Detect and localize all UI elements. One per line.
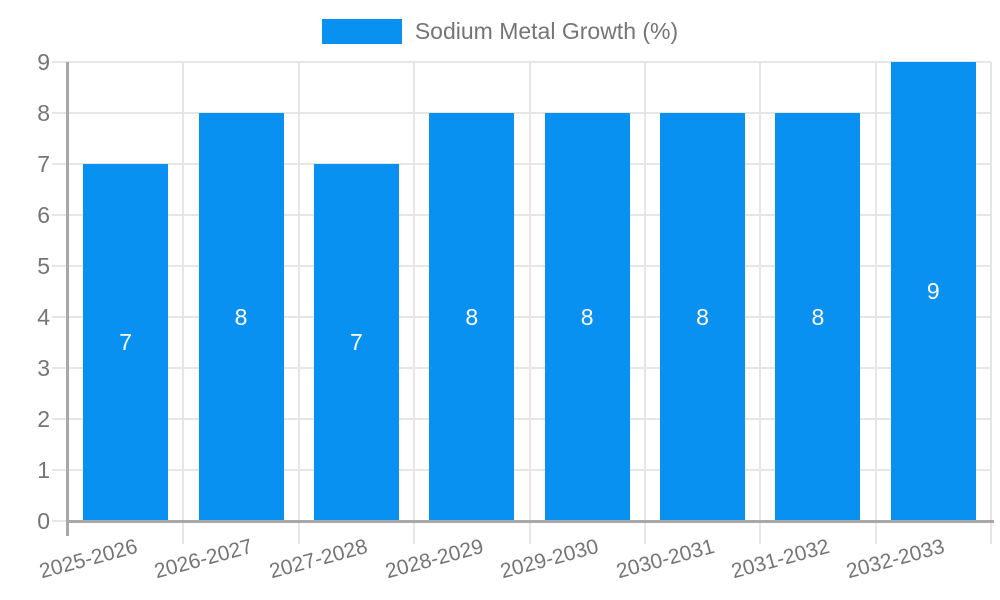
chart-legend[interactable]: Sodium Metal Growth (%) [0,18,1000,45]
y-axis-tick [52,316,68,318]
bar-value-label: 8 [234,303,248,330]
bar-2030-2031[interactable]: 8 [660,113,746,521]
x-axis-tick [990,523,992,544]
bar-value-label: 7 [350,329,363,355]
x-axis-tick [182,523,185,544]
x-axis-tick [874,523,877,544]
x-tick-label: 2031-2032 [728,535,832,584]
y-tick-label: 9 [37,49,50,75]
bar-2025-2026[interactable]: 7 [83,164,169,521]
y-axis-tick [52,418,68,420]
y-tick-label: 6 [37,202,50,228]
v-gridline [297,62,300,521]
y-tick-label: 4 [37,304,50,330]
y-tick-label: 8 [37,100,50,126]
x-axis-tick [643,523,646,544]
legend-swatch [321,19,402,44]
bar-2029-2030[interactable]: 8 [544,113,630,521]
y-axis-tick [52,61,68,63]
x-tick-label: 2028-2029 [382,535,486,584]
y-tick-label: 5 [37,253,50,279]
y-axis-tick [52,163,68,165]
bar-value-label: 7 [119,329,133,355]
y-tick-label: 0 [37,508,50,534]
x-axis-line [66,520,994,523]
bar-value-label: 9 [926,278,940,304]
x-tick-label: 2032-2033 [844,535,948,584]
bar-2027-2028[interactable]: 7 [313,164,399,521]
bar-value-label: 8 [696,303,709,330]
x-axis-tick [759,523,762,544]
v-gridline [990,62,992,521]
bar-2026-2027[interactable]: 8 [198,113,284,521]
y-tick-label: 2 [37,406,50,432]
legend-label: Sodium Metal Growth (%) [414,18,679,44]
x-tick-label: 2026-2027 [152,535,256,584]
y-tick-label: 1 [37,457,50,483]
y-axis-tick [52,469,68,471]
y-tick-label: 3 [37,355,50,381]
v-gridline [759,62,762,521]
x-tick-label: 2029-2030 [498,535,602,584]
x-tick-label: 2025-2026 [36,535,140,584]
y-axis-tick [52,112,68,114]
y-axis-tick [52,265,68,267]
v-gridline [182,62,185,521]
v-gridline [528,62,531,521]
y-axis-tick [52,520,68,522]
y-axis-tick [52,214,68,216]
bar-value-label: 8 [811,303,825,330]
x-axis-tick [528,523,531,544]
bar-2031-2032[interactable]: 8 [775,113,861,521]
y-axis-tick [52,367,68,369]
bar-2028-2029[interactable]: 8 [429,113,515,521]
v-gridline [874,62,877,521]
x-tick-label: 2030-2031 [613,535,717,584]
x-axis-tick [297,523,300,544]
bar-value-label: 8 [580,303,594,330]
bar-value-label: 8 [465,303,479,330]
bar-2032-2033[interactable]: 9 [890,62,976,521]
v-gridline [413,62,416,521]
x-axis-tick [413,523,416,544]
x-tick-label: 2027-2028 [267,535,371,584]
y-tick-label: 7 [37,151,50,177]
y-axis-line [66,62,69,536]
plot-area: 7 8 7 8 8 8 8 9 [68,61,992,521]
v-gridline [643,62,646,521]
